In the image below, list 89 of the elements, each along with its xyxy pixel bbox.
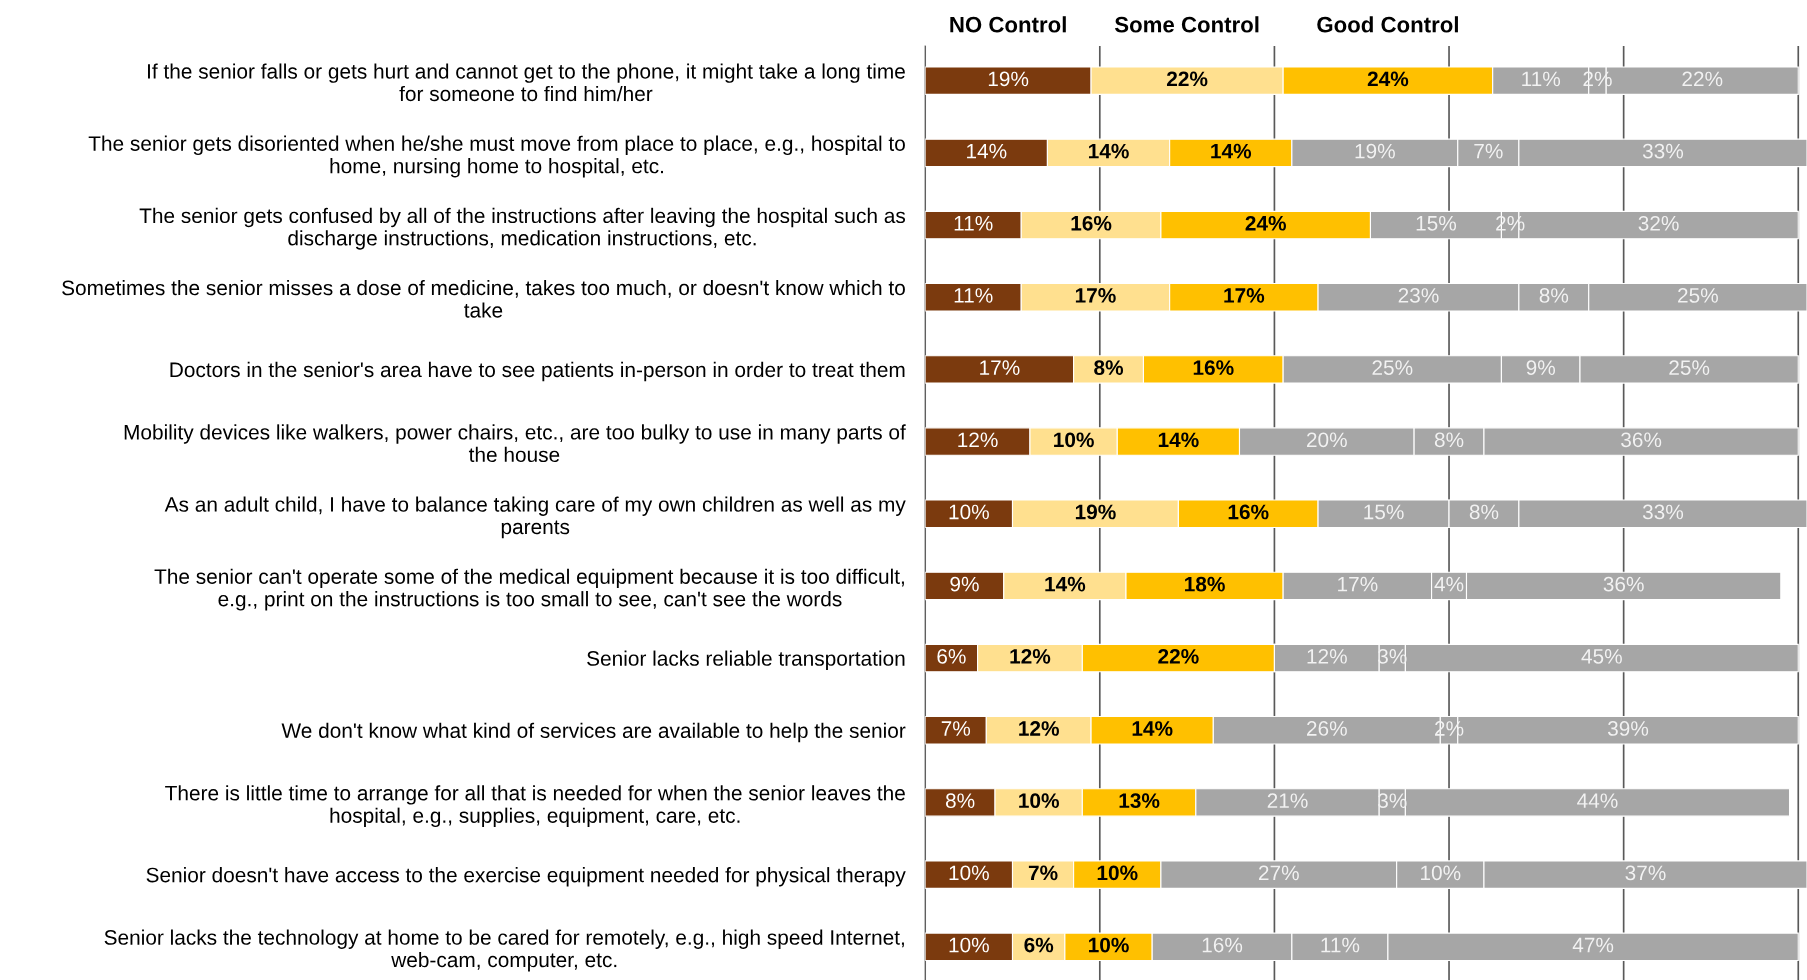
data-label: 12% (1019, 721, 1059, 736)
data-label: 19% (988, 71, 1029, 87)
data-label: 10% (1054, 432, 1094, 448)
y-tick-label: There is little time to arrange for all that is needed for when the senior leaves the hospital, e.g., supplies, equipment, care, etc. (165, 785, 905, 828)
data-label: 11% (954, 215, 993, 231)
data-label: 23% (1398, 288, 1439, 303)
data-label: 8% (1469, 504, 1499, 520)
data-label: 8% (1539, 288, 1569, 303)
data-label: 25% (1678, 288, 1718, 303)
data-label: 10% (1089, 937, 1129, 953)
data-label: 8% (945, 793, 975, 809)
data-label: 36% (1603, 576, 1644, 592)
data-label: 19% (1075, 504, 1116, 520)
y-tick-label: The senior gets confused by all of the instructions after leaving the hospital such as discharge instructions, medication instructions, etc. (139, 207, 906, 250)
data-label: 15% (1364, 504, 1404, 520)
data-label: 10% (949, 937, 989, 953)
data-label: 9% (1526, 360, 1556, 375)
data-label: 12% (1307, 648, 1347, 664)
data-label: 9% (950, 576, 979, 592)
data-label: 25% (1669, 360, 1710, 375)
y-tick-label: If the senior falls or gets hurt and cannot get to the phone, it might take a long time for someone to find him/her (148, 63, 905, 102)
data-label: 7% (1474, 143, 1503, 159)
data-label: 22% (1158, 648, 1199, 664)
data-label: 7% (1028, 865, 1058, 881)
data-label: 12% (1010, 648, 1051, 664)
data-label: 10% (1421, 865, 1461, 881)
y-tick-label: Senior doesn't have access to the exercise equipment needed for physical therapy (146, 867, 906, 887)
data-label: 14% (967, 143, 1007, 159)
y-tick-label: Doctors in the senior's area have to see patients in-person in order to treat them (170, 361, 905, 382)
data-label: 33% (1642, 143, 1684, 159)
y-tick-label: Sometimes the senior misses a dose of medicine, takes too much, or doesn't know which to take (62, 279, 905, 318)
data-label: 24% (1367, 71, 1409, 87)
data-label: 20% (1307, 432, 1347, 448)
data-label: 24% (1245, 215, 1286, 231)
data-label: 11% (954, 288, 993, 303)
data-label: 7% (941, 721, 971, 736)
data-label: 14% (1158, 432, 1199, 448)
y-tick-label: The senior can't operate some of the medical equipment because it is too difficult, e.g., print on the instructions is too small to see, can't see the words (154, 568, 904, 611)
data-label: 8% (1434, 432, 1464, 448)
data-label: 26% (1307, 721, 1347, 736)
data-label: 21% (1267, 793, 1308, 808)
data-label: 19% (1355, 143, 1395, 159)
data-label: 4% (1434, 576, 1464, 592)
data-label: 17% (1075, 288, 1116, 303)
series-label: Some Control (1114, 16, 1259, 33)
data-label: 36% (1621, 432, 1662, 448)
data-label: 39% (1607, 721, 1649, 736)
data-label: 27% (1258, 865, 1299, 881)
data-label: 13% (1119, 793, 1160, 809)
data-label: 10% (1019, 793, 1059, 809)
series-label: Good Control (1317, 16, 1458, 33)
data-label: 10% (949, 504, 989, 520)
data-label: 17% (1224, 288, 1265, 303)
series-label: NO Control (950, 16, 1066, 33)
y-tick-label: We don't know what kind of services are available to help the senior (281, 722, 906, 743)
data-label: 6% (937, 648, 966, 664)
data-label: 16% (1071, 215, 1112, 231)
y-tick-label: Senior lacks the technology at home to be cared for remotely, e.g., high speed Internet, web-cam, computer, etc. (104, 929, 904, 972)
y-tick-label: As an adult child, I have to balance taking care of my own children as well as my parents (164, 496, 906, 539)
data-label: 12% (958, 432, 998, 448)
data-label: 25% (1372, 360, 1413, 375)
y-tick-label: Mobility devices like walkers, power chairs, etc., are too bulky to use in many parts of the house (124, 424, 906, 463)
data-label: 22% (1682, 71, 1723, 87)
data-label: 6% (1024, 937, 1054, 953)
data-label: 8% (1094, 360, 1124, 375)
data-label: 16% (1228, 504, 1269, 520)
y-tick-label: Senior lacks reliable transportation (587, 650, 905, 670)
data-label: 14% (1045, 576, 1086, 592)
data-label: 45% (1581, 649, 1622, 664)
data-label: 10% (1097, 865, 1138, 881)
data-label: 14% (1132, 721, 1173, 736)
data-label: 37% (1625, 865, 1666, 881)
data-label: 16% (1202, 937, 1243, 953)
data-label: 33% (1642, 504, 1684, 520)
data-label: 44% (1577, 793, 1618, 808)
data-label: 32% (1638, 215, 1679, 231)
data-label: 15% (1416, 215, 1457, 231)
data-label: 14% (1211, 143, 1252, 159)
data-label: 17% (1338, 576, 1378, 592)
data-label: 18% (1185, 576, 1225, 592)
data-label: 17% (980, 360, 1020, 375)
data-label: 47% (1572, 937, 1614, 953)
data-label: 22% (1166, 71, 1208, 87)
data-label: 10% (949, 865, 989, 881)
data-label: 11% (1522, 71, 1561, 87)
data-label: 11% (1321, 937, 1360, 953)
data-label: 14% (1089, 143, 1129, 159)
y-tick-label: The senior gets disoriented when he/she must move from place to place, e.g., hospital to home, nursing home to hospital, etc. (88, 135, 905, 178)
data-label: 16% (1193, 360, 1234, 375)
